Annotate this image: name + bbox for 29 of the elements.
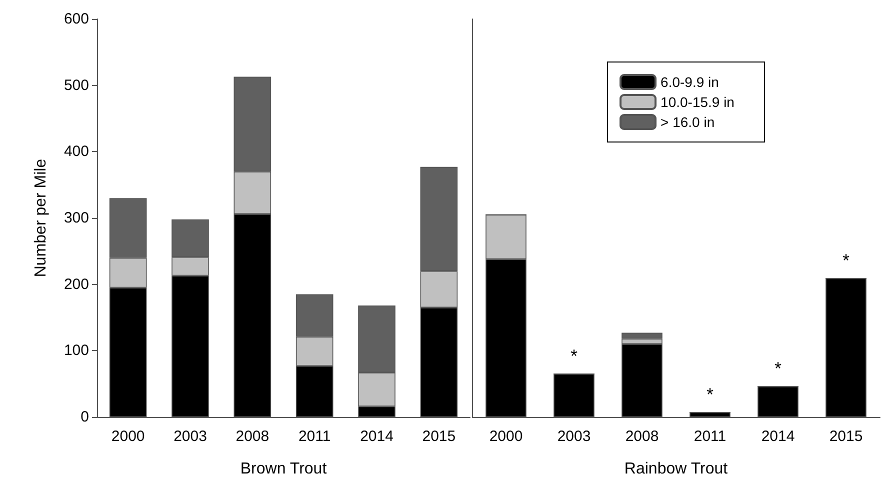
legend-label: 6.0-9.9 in: [660, 74, 719, 90]
y-tick-label: 200: [64, 276, 89, 293]
x-axis-title: Rainbow Trout: [624, 460, 728, 478]
x-tick-label: 2000: [489, 428, 523, 445]
x-tick-label: 2014: [761, 428, 795, 445]
annotation: *: [570, 346, 578, 366]
x-tick-label: 2003: [174, 428, 207, 445]
annotation: *: [842, 250, 850, 270]
x-tick-label: 2008: [236, 428, 270, 445]
y-tick-label: 300: [64, 210, 89, 226]
x-tick-label: 2015: [422, 428, 456, 445]
x-tick-label: 2000: [111, 428, 145, 445]
y-tick-label: 500: [64, 76, 89, 94]
y-tick-label: 0: [80, 408, 89, 426]
annotation: *: [774, 358, 782, 378]
annotation: *: [706, 384, 714, 404]
y-tick-label: 600: [64, 10, 89, 28]
x-axis-title: Brown Trout: [240, 460, 328, 478]
y-axis-title: Number per Mile: [32, 158, 50, 278]
x-tick-label: 2015: [829, 428, 863, 445]
x-tick-label: 2011: [694, 428, 726, 445]
x-tick-label: 2008: [625, 428, 659, 445]
x-tick-label: 2003: [557, 428, 591, 445]
x-tick-label: 2014: [360, 428, 394, 445]
y-tick-label: 400: [64, 143, 89, 160]
y-tick-label: 100: [64, 342, 89, 360]
legend-label: 10.0-15.9 in: [660, 94, 734, 110]
legend-label: > 16.0 in: [660, 114, 715, 130]
x-tick-label: 2011: [298, 428, 331, 445]
